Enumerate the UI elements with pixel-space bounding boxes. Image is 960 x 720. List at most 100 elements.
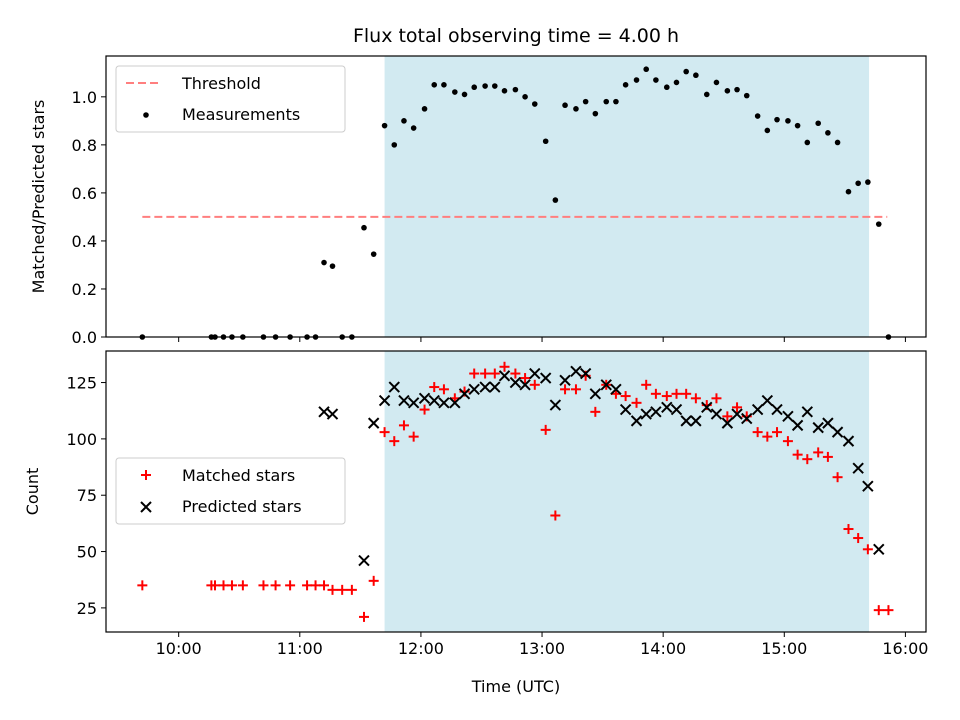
matched-star-point [438, 384, 449, 395]
measurement-point [834, 139, 841, 146]
predicted-star-point [326, 408, 339, 420]
matched-star-point [752, 427, 763, 438]
measurement-point [743, 92, 750, 99]
predicted-star-point [822, 417, 834, 429]
predicted-star-point [782, 410, 794, 423]
measurement-point [452, 89, 458, 95]
matched-star-point [560, 384, 571, 395]
predicted-star-point [449, 397, 461, 409]
x-tick-label: 10:00 [156, 639, 202, 658]
matched-star-point [590, 406, 601, 417]
measurement-point [562, 102, 568, 109]
matched-star-point [641, 379, 652, 390]
measurement-point [461, 91, 468, 98]
matched-star-point [540, 424, 551, 435]
measurement-point [401, 118, 407, 124]
predicted-star-point [418, 392, 431, 405]
predicted-star-point [741, 412, 753, 425]
measurement-point [613, 98, 619, 105]
x-tick-label: 11:00 [277, 639, 323, 658]
matched-star-point [408, 431, 419, 442]
measurement-point [441, 82, 447, 88]
predicted-star-point [479, 381, 491, 393]
observing-window-shade [384, 56, 870, 337]
predicted-star-point [701, 401, 713, 414]
legend-measurements-label: Measurements [182, 105, 300, 124]
matched-star-point [310, 580, 321, 591]
legend-predicted-swatch [140, 501, 152, 513]
predicted-star-point [761, 394, 774, 407]
measurement-point [643, 66, 650, 73]
predicted-star-point [438, 397, 450, 409]
x-tick-label: 13:00 [519, 639, 565, 658]
matched-star-point [681, 388, 692, 399]
matched-star-point [302, 580, 313, 591]
bottom-y-axis-label: Count [23, 468, 42, 516]
legend-matched-label: Matched stars [182, 466, 295, 485]
matched-star-point [319, 580, 330, 591]
legend-frame [115, 65, 346, 133]
predicted-star-point [498, 370, 511, 382]
measurement-point [391, 142, 398, 148]
measurement-point [713, 79, 720, 86]
measurement-point [703, 91, 710, 98]
matched-star-point [327, 584, 338, 595]
measurement-point [794, 122, 801, 129]
matched-star-point [389, 436, 400, 447]
matched-star-point [711, 393, 722, 404]
matched-star-point [258, 580, 269, 591]
measurement-point [321, 259, 327, 266]
matched-star-point [510, 368, 521, 379]
predicted-star-point [358, 554, 370, 567]
predicted-star-point [640, 408, 652, 420]
matched-star-point [661, 391, 672, 402]
predicted-star-point [650, 406, 662, 418]
predicted-star-point [539, 372, 552, 384]
predicted-star-point [680, 415, 692, 427]
predicted-star-point [489, 381, 501, 393]
y-tick-label: 25 [77, 599, 97, 618]
matched-star-point [722, 411, 733, 422]
matched-star-point [218, 580, 229, 591]
matched-star-point [802, 454, 813, 465]
matched-star-point [822, 451, 833, 462]
legend-predicted-label: Predicted stars [182, 497, 302, 516]
top-y-axis-label: Matched/Predicted stars [29, 100, 48, 294]
matched-star-point [226, 580, 237, 591]
y-tick-label: 100 [66, 430, 97, 449]
measurement-point [361, 224, 367, 231]
measurement-point [482, 83, 488, 89]
predicted-star-point [630, 415, 643, 427]
measurement-point [764, 127, 771, 134]
axes-frame [105, 55, 927, 338]
predicted-star-point [812, 421, 824, 434]
measurement-point [815, 120, 822, 127]
matched-star-point [398, 420, 409, 431]
measurement-point [492, 83, 498, 89]
predicted-star-point [570, 365, 582, 377]
x-tick-label: 15:00 [761, 639, 807, 658]
matched-star-point [379, 427, 390, 438]
predicted-star-point [589, 388, 602, 400]
matched-star-point [210, 580, 221, 591]
matched-star-point [762, 431, 773, 442]
predicted-star-point [549, 399, 562, 411]
measurement-point [370, 251, 377, 257]
measurement-point [522, 94, 528, 100]
matched-star-point [346, 584, 357, 595]
axes-frame [105, 350, 927, 633]
bottom-legend: Matched stars Predicted stars [115, 457, 346, 525]
predicted-star-point [862, 480, 874, 492]
predicted-star-point [670, 403, 683, 416]
matched-star-point [620, 391, 631, 402]
measurement-point [512, 86, 519, 93]
predicted-star-point [710, 408, 723, 420]
chart-title: Flux total observing time = 4.00 h [353, 25, 679, 47]
matched-star-point [862, 544, 873, 555]
y-tick-label: 1.0 [72, 88, 97, 107]
measurement-point [471, 84, 478, 91]
measurement-point [653, 77, 659, 83]
measurement-point [592, 110, 599, 117]
predicted-star-point [771, 403, 783, 416]
